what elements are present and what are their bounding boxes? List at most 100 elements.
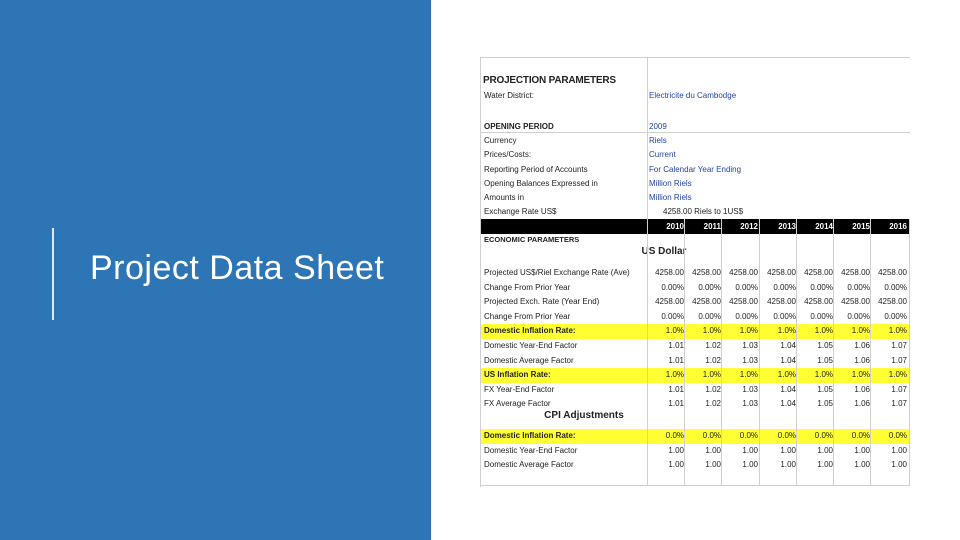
row-value: 1.00 bbox=[742, 445, 758, 455]
row-value: 1.0% bbox=[851, 326, 870, 336]
grid-column-line bbox=[759, 219, 760, 485]
row-value: 0.00% bbox=[735, 282, 758, 292]
row-value: 1.00 bbox=[854, 460, 870, 470]
row-label: Domestic Year-End Factor bbox=[484, 341, 578, 350]
row-value: 1.01 bbox=[668, 355, 684, 365]
row-value: 1.06 bbox=[854, 399, 870, 409]
row-value: 1.07 bbox=[891, 355, 907, 365]
row-value: 0.00% bbox=[847, 311, 870, 321]
grid-row-line bbox=[480, 485, 910, 486]
param-label: Prices/Costs: bbox=[484, 150, 532, 159]
row-value: 1.0% bbox=[702, 370, 721, 380]
param-row: Water District: Electricite du Cambodge bbox=[480, 89, 910, 104]
year-header-cell: 2016 bbox=[889, 222, 907, 231]
row-value: 1.00 bbox=[780, 445, 796, 455]
grid-column-line bbox=[796, 219, 797, 485]
row-value: 1.0% bbox=[851, 370, 870, 380]
row-value: 1.04 bbox=[780, 399, 796, 409]
row-value: 1.0% bbox=[888, 370, 907, 380]
row-label: Change From Prior Year bbox=[484, 311, 571, 321]
row-value: 1.02 bbox=[705, 399, 721, 409]
grid-column-line bbox=[833, 219, 834, 485]
row-value: 1.04 bbox=[780, 384, 796, 394]
row-value: 1.00 bbox=[668, 445, 684, 455]
param-label: Exchange Rate US$ bbox=[484, 207, 557, 216]
row-value: 0.00% bbox=[698, 282, 721, 292]
row-label: Projected Exch. Rate (Year End) bbox=[484, 297, 600, 307]
row-label: Domestic Year-End Factor bbox=[484, 445, 578, 455]
row-value: 1.07 bbox=[891, 384, 907, 394]
param-row: Amounts in Million Riels bbox=[480, 191, 910, 206]
row-value: 0.00% bbox=[698, 311, 721, 321]
param-label: Amounts in bbox=[484, 193, 525, 202]
row-value: 1.03 bbox=[742, 341, 758, 350]
year-header-cell: 2015 bbox=[852, 222, 870, 231]
data-row: Domestic Year-End Factor 1.00 1.00 1.00 1.00… bbox=[480, 444, 910, 459]
row-label: Projected US$/Riel Exchange Rate (Ave) bbox=[484, 268, 630, 277]
param-label: Currency bbox=[484, 136, 517, 145]
data-row: Domestic Average Factor 1.00 1.00 1.00 1.00 1… bbox=[480, 458, 910, 473]
year-header-cell: 2014 bbox=[815, 222, 833, 231]
row-value: 1.00 bbox=[705, 445, 721, 455]
row-value: 4258.00 bbox=[804, 297, 833, 307]
year-header-cell: 2011 bbox=[703, 222, 721, 231]
row-label: Domestic Average Factor bbox=[484, 355, 574, 365]
row-value: 4258.00 bbox=[729, 268, 758, 277]
param-row: Currency Riels bbox=[480, 134, 910, 149]
row-value: 1.02 bbox=[705, 355, 721, 365]
year-header-cell: 2010 bbox=[666, 222, 684, 231]
grid-column-line bbox=[909, 219, 910, 485]
row-value: 1.00 bbox=[705, 460, 721, 470]
data-row: Domestic Average Factor 1.01 1.02 1.03 1.04 1… bbox=[480, 354, 910, 369]
grid-column-line bbox=[647, 219, 648, 485]
param-label: Opening Balances Expressed in bbox=[484, 179, 598, 188]
row-value: 4258.00 bbox=[804, 268, 833, 277]
row-value: 1.00 bbox=[780, 460, 796, 470]
row-value: 0.00% bbox=[661, 282, 684, 292]
param-label: Water District: bbox=[484, 91, 534, 100]
row-value: 1.03 bbox=[742, 399, 758, 409]
param-value: Million Riels bbox=[649, 179, 692, 188]
param-value: Million Riels bbox=[649, 193, 692, 202]
row-value: 4258.00 bbox=[655, 268, 684, 277]
param-value: Riels bbox=[649, 136, 667, 145]
data-row: Change From Prior Year 0.00% 0.00% 0.00% 0.0… bbox=[480, 310, 910, 325]
grid-column-line bbox=[647, 57, 648, 219]
row-value: 1.05 bbox=[817, 355, 833, 365]
economic-parameters-label: ECONOMIC PARAMETERS bbox=[484, 235, 580, 244]
data-row: Change From Prior Year 0.00% 0.00% 0.00% 0.0… bbox=[480, 281, 910, 296]
row-value: 4258.00 bbox=[767, 297, 796, 307]
sheet-title: PROJECTION PARAMETERS bbox=[483, 75, 616, 86]
year-header-bar: 2010 2011 2012 2013 2014 2015 2016 bbox=[480, 219, 910, 234]
row-value: 1.0% bbox=[777, 370, 796, 380]
row-value: 4258.00 bbox=[692, 268, 721, 277]
param-value: 2009 bbox=[649, 122, 667, 131]
row-value: 1.03 bbox=[742, 355, 758, 365]
row-value: 1.07 bbox=[891, 399, 907, 409]
title-panel bbox=[0, 0, 431, 540]
row-value: 4258.00 bbox=[878, 268, 907, 277]
row-label: Domestic Inflation Rate: bbox=[484, 326, 576, 336]
row-value: 4258.00 bbox=[878, 297, 907, 307]
row-value: 1.06 bbox=[854, 384, 870, 394]
grid-column-line bbox=[480, 57, 481, 487]
row-value: 1.00 bbox=[854, 445, 870, 455]
param-value: Current bbox=[649, 150, 676, 159]
year-header-cell: 2013 bbox=[778, 222, 796, 231]
row-value: 0.00% bbox=[661, 311, 684, 321]
row-value: 0.00% bbox=[884, 311, 907, 321]
row-value: 4258.00 bbox=[767, 268, 796, 277]
row-value: 1.05 bbox=[817, 399, 833, 409]
row-value: 1.04 bbox=[780, 355, 796, 365]
row-value: 0.0% bbox=[739, 431, 758, 440]
row-value: 1.04 bbox=[780, 341, 796, 350]
row-value: 4258.00 bbox=[841, 268, 870, 277]
row-value: 1.00 bbox=[668, 460, 684, 470]
row-value: 1.0% bbox=[777, 326, 796, 336]
grid-column-line bbox=[870, 219, 871, 485]
row-value: 1.0% bbox=[702, 326, 721, 336]
row-value: 0.00% bbox=[810, 311, 833, 321]
row-value: 1.02 bbox=[705, 384, 721, 394]
data-row: FX Average Factor 1.01 1.02 1.03 1.04 1.05 1.0… bbox=[480, 397, 910, 412]
row-value: 0.00% bbox=[735, 311, 758, 321]
